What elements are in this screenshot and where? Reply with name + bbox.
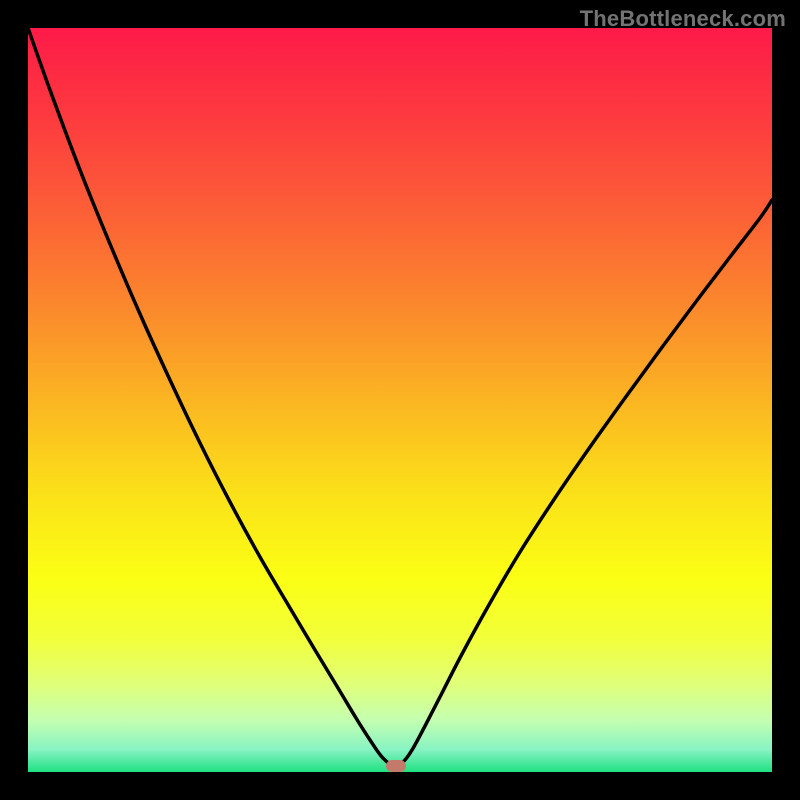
bottleneck-chart bbox=[0, 0, 800, 800]
gradient-background bbox=[28, 28, 772, 772]
minimum-marker bbox=[386, 760, 406, 772]
watermark: TheBottleneck.com bbox=[580, 6, 786, 32]
